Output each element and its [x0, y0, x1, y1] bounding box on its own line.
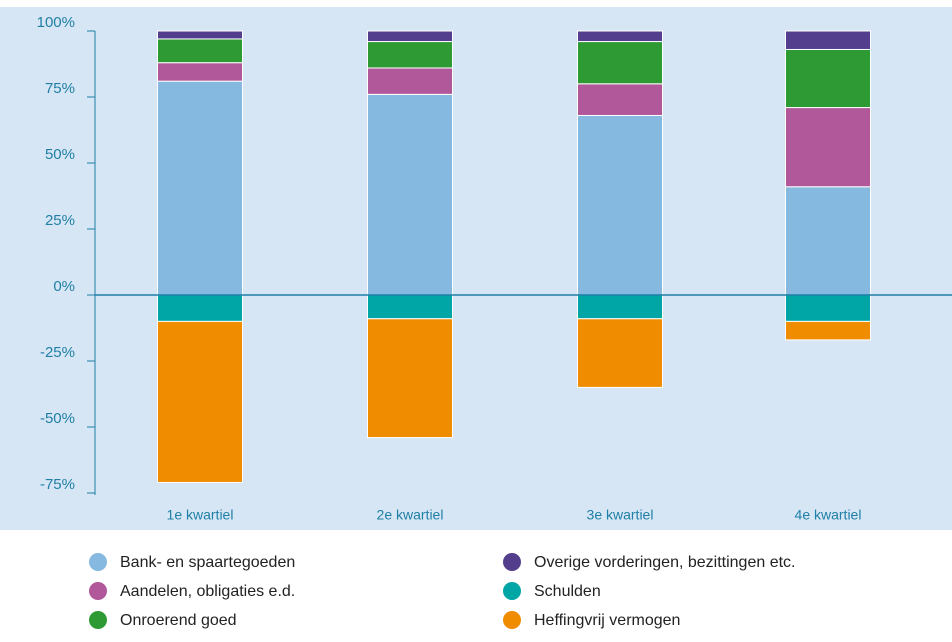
bar-segment	[157, 294, 243, 322]
bar-segment	[157, 62, 243, 82]
bar-segment	[785, 186, 871, 296]
legend-label: Overige vorderingen, bezittingen etc.	[534, 554, 795, 571]
y-tick-label: 0%	[53, 278, 75, 295]
y-tick-label: 50%	[45, 146, 75, 163]
bar-segment	[367, 67, 453, 95]
legend-label: Aandelen, obligaties e.d.	[120, 583, 295, 600]
bar-segment	[785, 320, 871, 341]
bar-segment	[785, 294, 871, 322]
y-tick-label: -50%	[40, 410, 75, 427]
legend-swatch	[89, 582, 107, 600]
bar-segment	[577, 30, 663, 43]
bar-segment	[785, 30, 871, 50]
legend-swatch	[89, 553, 107, 571]
bar-segment	[367, 30, 453, 43]
y-tick-label: 100%	[37, 14, 75, 31]
bar-segment	[157, 320, 243, 483]
bar-segment	[367, 41, 453, 69]
y-tick-label: -25%	[40, 344, 75, 361]
legend-swatch	[503, 582, 521, 600]
x-tick-label: 4e kwartiel	[795, 507, 862, 523]
bar-segment	[577, 83, 663, 116]
bar-segment	[577, 41, 663, 85]
bar-segment	[367, 318, 453, 439]
legend-label: Bank- en spaartegoeden	[120, 554, 295, 571]
bar-segment	[157, 38, 243, 64]
legend-label: Heffingvrij vermogen	[534, 612, 680, 629]
bar-segment	[577, 114, 663, 296]
legend-swatch	[503, 553, 521, 571]
bar-segment	[785, 107, 871, 188]
x-tick-label: 3e kwartiel	[587, 507, 654, 523]
y-tick-label: 75%	[45, 80, 75, 97]
legend-label: Onroerend goed	[120, 612, 237, 629]
bar-segment	[785, 48, 871, 109]
bar-segment	[157, 30, 243, 40]
x-tick-label: 1e kwartiel	[167, 507, 234, 523]
legend-swatch	[89, 611, 107, 629]
x-tick-label: 2e kwartiel	[377, 507, 444, 523]
bar-segment	[157, 80, 243, 296]
bar-segment	[577, 318, 663, 388]
bar-segment	[367, 294, 453, 320]
y-tick-label: -75%	[40, 476, 75, 493]
legend-label: Schulden	[534, 583, 601, 600]
bar-segment	[367, 93, 453, 296]
y-tick-label: 25%	[45, 212, 75, 229]
legend-swatch	[503, 611, 521, 629]
bar-segment	[577, 294, 663, 320]
